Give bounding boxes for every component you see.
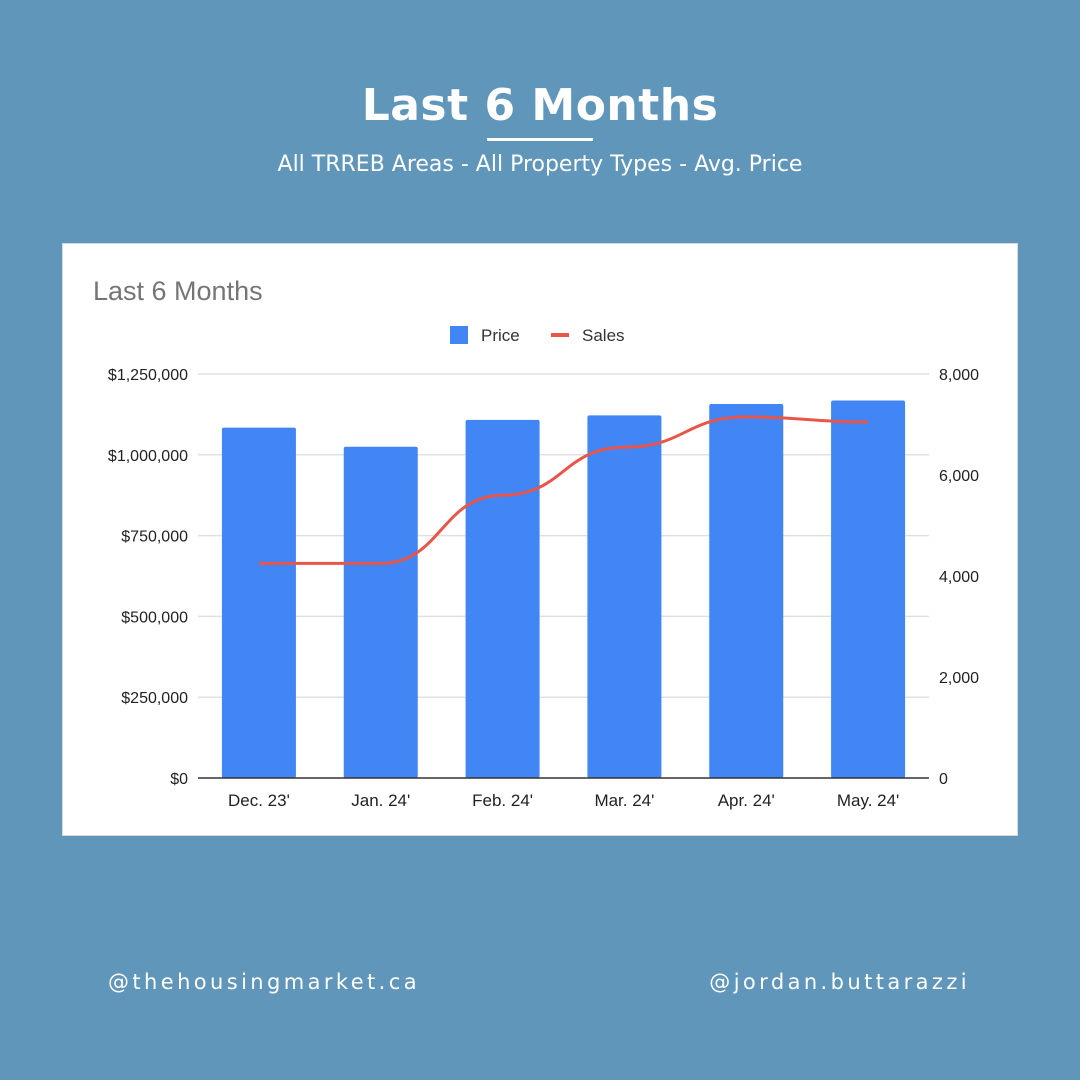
header: Last 6 Months All TRREB Areas - All Prop… bbox=[0, 78, 1080, 178]
x-tick-label: Feb. 24' bbox=[472, 791, 533, 810]
x-tick-label: Jan. 24' bbox=[351, 791, 410, 810]
page-title: Last 6 Months bbox=[361, 80, 719, 131]
chart-title: Last 6 Months bbox=[93, 276, 263, 306]
footer-handle-right: @jordan.buttarazzi bbox=[709, 970, 970, 994]
y-right-tick-label: 4,000 bbox=[939, 569, 979, 586]
legend-swatch-price bbox=[450, 326, 468, 344]
y-left-tick-label: $750,000 bbox=[121, 529, 188, 546]
x-tick-label: Dec. 23' bbox=[228, 791, 290, 810]
x-tick-label: May. 24' bbox=[837, 791, 899, 810]
y-right-tick-label: 2,000 bbox=[939, 670, 979, 687]
y-left-tick-label: $1,250,000 bbox=[108, 367, 188, 384]
y-left-tick-label: $250,000 bbox=[121, 690, 188, 707]
bar-price bbox=[343, 446, 418, 778]
bar-price bbox=[831, 400, 906, 778]
y-left-tick-label: $1,000,000 bbox=[108, 448, 188, 465]
y-right-tick-label: 6,000 bbox=[939, 468, 979, 485]
bar-price bbox=[709, 404, 784, 778]
legend-label-price: Price bbox=[481, 326, 520, 345]
x-tick-label: Apr. 24' bbox=[718, 791, 775, 810]
legend-label-sales: Sales bbox=[582, 326, 625, 345]
page-subtitle: All TRREB Areas - All Property Types - A… bbox=[277, 152, 803, 177]
title-underline bbox=[487, 138, 593, 141]
y-left-tick-label: $0 bbox=[170, 771, 188, 788]
y-left-tick-label: $500,000 bbox=[121, 609, 188, 626]
bar-price bbox=[465, 419, 540, 778]
y-right-tick-label: 0 bbox=[939, 771, 948, 788]
legend-swatch-sales bbox=[551, 333, 569, 337]
x-tick-label: Mar. 24' bbox=[594, 791, 654, 810]
series-line-sales bbox=[258, 415, 869, 565]
chart-card: Last 6 Months Price Sales $0 $250,000 $500,00… bbox=[62, 243, 1018, 836]
bar-price bbox=[587, 415, 662, 778]
bar-price bbox=[221, 427, 296, 778]
y-right-tick-label: 8,000 bbox=[939, 367, 979, 384]
footer-handle-left: @thehousingmarket.ca bbox=[108, 970, 420, 994]
combo-chart: Last 6 Months Price Sales $0 $250,000 $500,00… bbox=[93, 276, 979, 810]
